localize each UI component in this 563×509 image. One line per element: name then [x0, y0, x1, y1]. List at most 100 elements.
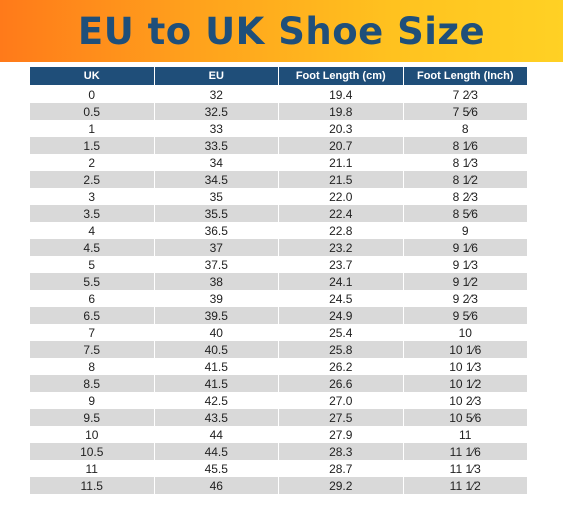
cell-foot-length-cm: 26.6	[278, 375, 404, 392]
header-foot-length-cm: Foot Length (cm)	[278, 66, 404, 86]
table-row: 6.5 39.5 24.9 9 5⁄6	[29, 307, 528, 324]
cell-foot-length-cm: 28.3	[278, 443, 404, 460]
cell-foot-length-inch: 8	[402, 120, 528, 137]
cell-uk: 4	[29, 222, 155, 239]
table-row: 5 37.5 23.7 9 1⁄3	[29, 256, 528, 273]
table-row: 4 36.5 22.8 9	[29, 222, 528, 239]
cell-uk: 9	[29, 392, 155, 409]
cell-eu: 34.5	[153, 171, 279, 188]
cell-eu: 40.5	[153, 341, 279, 358]
table-header-row: UK EU Foot Length (cm) Foot Length (Inch…	[29, 66, 528, 86]
cell-foot-length-inch: 11 1⁄3	[402, 460, 528, 477]
cell-eu: 39	[153, 290, 279, 307]
size-table-container: UK EU Foot Length (cm) Foot Length (Inch…	[29, 66, 528, 494]
table-row: 3.5 35.5 22.4 8 5⁄6	[29, 205, 528, 222]
cell-foot-length-cm: 23.2	[278, 239, 404, 256]
cell-eu: 43.5	[153, 409, 279, 426]
cell-uk: 6.5	[29, 307, 155, 324]
cell-foot-length-cm: 27.5	[278, 409, 404, 426]
cell-uk: 0	[29, 85, 155, 103]
cell-foot-length-cm: 19.8	[278, 103, 404, 120]
cell-foot-length-inch: 10	[402, 324, 528, 341]
table-row: 9 42.5 27.0 10 2⁄3	[29, 392, 528, 409]
page-title: EU to UK Shoe Size	[77, 9, 486, 53]
cell-eu: 41.5	[153, 358, 279, 375]
cell-foot-length-cm: 29.2	[278, 477, 404, 494]
cell-foot-length-inch: 8 1⁄3	[402, 154, 528, 171]
cell-foot-length-cm: 20.3	[278, 120, 404, 137]
cell-uk: 1.5	[29, 137, 155, 154]
cell-uk: 10.5	[29, 443, 155, 460]
cell-uk: 5	[29, 256, 155, 273]
cell-foot-length-cm: 24.1	[278, 273, 404, 290]
table-row: 11 45.5 28.7 11 1⁄3	[29, 460, 528, 477]
cell-uk: 5.5	[29, 273, 155, 290]
table-row: 7.5 40.5 25.8 10 1⁄6	[29, 341, 528, 358]
cell-foot-length-inch: 9 1⁄2	[402, 273, 528, 290]
cell-uk: 11	[29, 460, 155, 477]
cell-foot-length-cm: 19.4	[278, 85, 404, 103]
cell-foot-length-cm: 22.8	[278, 222, 404, 239]
cell-foot-length-inch: 8 2⁄3	[402, 188, 528, 205]
cell-uk: 2.5	[29, 171, 155, 188]
cell-foot-length-inch: 11	[402, 426, 528, 443]
table-row: 3 35 22.0 8 2⁄3	[29, 188, 528, 205]
table-row: 6 39 24.5 9 2⁄3	[29, 290, 528, 307]
cell-eu: 33	[153, 120, 279, 137]
cell-foot-length-cm: 27.0	[278, 392, 404, 409]
cell-foot-length-inch: 7 2⁄3	[402, 85, 528, 103]
table-row: 1 33 20.3 8	[29, 120, 528, 137]
table-row: 11.5 46 29.2 11 1⁄2	[29, 477, 528, 494]
cell-foot-length-cm: 27.9	[278, 426, 404, 443]
cell-foot-length-cm: 23.7	[278, 256, 404, 273]
cell-eu: 34	[153, 154, 279, 171]
table-row: 0 32 19.4 7 2⁄3	[29, 85, 528, 103]
cell-uk: 8.5	[29, 375, 155, 392]
table-row: 8 41.5 26.2 10 1⁄3	[29, 358, 528, 375]
cell-uk: 3	[29, 188, 155, 205]
cell-eu: 44	[153, 426, 279, 443]
cell-foot-length-inch: 10 2⁄3	[402, 392, 528, 409]
table-row: 10 44 27.9 11	[29, 426, 528, 443]
cell-eu: 35	[153, 188, 279, 205]
cell-foot-length-inch: 11 1⁄6	[402, 443, 528, 460]
cell-foot-length-cm: 21.5	[278, 171, 404, 188]
header-uk: UK	[29, 66, 155, 86]
cell-foot-length-inch: 10 5⁄6	[402, 409, 528, 426]
table-row: 10.5 44.5 28.3 11 1⁄6	[29, 443, 528, 460]
cell-uk: 7.5	[29, 341, 155, 358]
cell-uk: 4.5	[29, 239, 155, 256]
table-row: 7 40 25.4 10	[29, 324, 528, 341]
cell-eu: 33.5	[153, 137, 279, 154]
cell-eu: 38	[153, 273, 279, 290]
cell-foot-length-cm: 20.7	[278, 137, 404, 154]
cell-uk: 7	[29, 324, 155, 341]
cell-foot-length-inch: 11 1⁄2	[402, 477, 528, 494]
cell-foot-length-cm: 26.2	[278, 358, 404, 375]
cell-eu: 46	[153, 477, 279, 494]
cell-uk: 2	[29, 154, 155, 171]
cell-uk: 8	[29, 358, 155, 375]
cell-foot-length-inch: 9 1⁄3	[402, 256, 528, 273]
cell-uk: 1	[29, 120, 155, 137]
table-row: 4.5 37 23.2 9 1⁄6	[29, 239, 528, 256]
table-row: 9.5 43.5 27.5 10 5⁄6	[29, 409, 528, 426]
cell-uk: 0.5	[29, 103, 155, 120]
cell-foot-length-inch: 9	[402, 222, 528, 239]
cell-foot-length-inch: 8 1⁄2	[402, 171, 528, 188]
cell-foot-length-inch: 8 5⁄6	[402, 205, 528, 222]
cell-eu: 32.5	[153, 103, 279, 120]
cell-uk: 3.5	[29, 205, 155, 222]
table-row: 1.5 33.5 20.7 8 1⁄6	[29, 137, 528, 154]
cell-eu: 40	[153, 324, 279, 341]
cell-eu: 45.5	[153, 460, 279, 477]
cell-foot-length-cm: 25.8	[278, 341, 404, 358]
table-row: 0.5 32.5 19.8 7 5⁄6	[29, 103, 528, 120]
cell-foot-length-inch: 9 2⁄3	[402, 290, 528, 307]
cell-foot-length-cm: 24.5	[278, 290, 404, 307]
cell-uk: 9.5	[29, 409, 155, 426]
cell-eu: 37.5	[153, 256, 279, 273]
cell-eu: 41.5	[153, 375, 279, 392]
cell-eu: 39.5	[153, 307, 279, 324]
cell-foot-length-cm: 25.4	[278, 324, 404, 341]
